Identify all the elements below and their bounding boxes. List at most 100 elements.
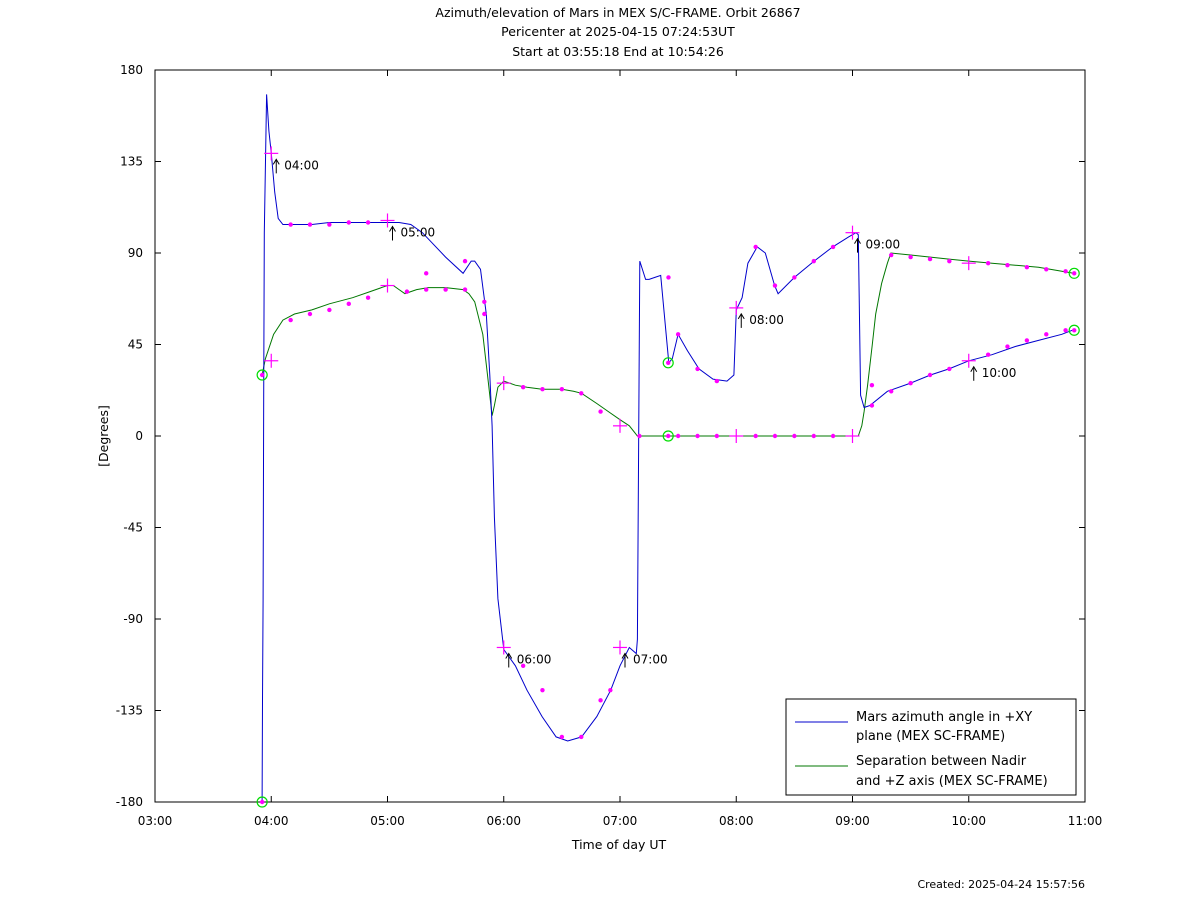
x-axis-label: Time of day UT — [571, 837, 667, 852]
chart-title-line-3: Start at 03:55:18 End at 10:54:26 — [512, 44, 724, 59]
azimuth-minor-marker — [714, 378, 720, 384]
hour-annotation: 09:00 — [866, 238, 901, 252]
y-tick-label: -45 — [123, 521, 143, 535]
separation-minor-marker — [540, 387, 545, 392]
azimuth-minor-marker — [1024, 338, 1030, 343]
separation-minor-marker — [927, 256, 933, 262]
hour-annotation: 08:00 — [749, 313, 784, 327]
plot-frame — [154, 69, 1086, 803]
separation-minor-marker — [346, 301, 351, 307]
separation-minor-marker — [443, 287, 448, 292]
azimuth-minor-marker — [666, 275, 671, 280]
separation-minor-marker — [598, 409, 603, 414]
azimuth-end-marker-dot — [1072, 328, 1077, 333]
chart-title-line-1: Azimuth/elevation of Mars in MEX S/C-FRA… — [435, 5, 800, 20]
hour-annotation: 10:00 — [982, 366, 1017, 380]
azimuth-minor-marker — [811, 258, 816, 264]
azimuth-minor-marker — [579, 734, 584, 740]
separation-minor-marker — [947, 258, 952, 264]
azimuth-minor-marker — [869, 403, 875, 408]
separation-minor-marker — [327, 307, 332, 313]
separation-end-marker-dot — [1072, 271, 1077, 276]
x-tick-label: 10:00 — [951, 814, 986, 828]
series-line-azimuth — [261, 94, 1073, 803]
created-timestamp: Created: 2025-04-24 15:57:56 — [917, 878, 1085, 891]
separation-minor-marker — [462, 287, 468, 292]
hour-annotation: 05:00 — [401, 225, 436, 239]
azimuth-pericenter-marker-dot — [666, 360, 671, 365]
azimuth-hour-marker — [961, 353, 976, 368]
legend-label-separation-line2: and +Z axis (MEX SC-FRAME) — [856, 774, 1048, 789]
azimuth-minor-marker — [772, 283, 778, 288]
separation-hour-marker — [613, 418, 627, 433]
y-tick-labels: 180 135 90 45 0 -45 -90 -135 -180 — [116, 63, 143, 809]
separation-minor-marker — [1063, 269, 1068, 274]
separation-minor-marker — [695, 433, 700, 439]
x-tick-label: 07:00 — [603, 814, 638, 828]
hour-annotations: 04:00 05:00 06:00 07:00 08:00 09:00 10:0… — [272, 158, 1017, 668]
annotation-arrowhead — [970, 365, 978, 373]
separation-minor-marker — [579, 391, 584, 396]
separation-minor-marker — [637, 433, 642, 439]
annotation-arrowhead — [854, 237, 861, 244]
separation-minor-marker — [288, 317, 293, 323]
separation-minor-marker — [830, 433, 836, 439]
legend-label-azimuth-line1: Mars azimuth angle in +XY — [856, 710, 1032, 725]
separation-minor-marker — [811, 433, 816, 439]
azimuth-minor-marker — [327, 222, 332, 227]
y-tick-label: -90 — [123, 612, 143, 626]
azimuth-minor-marker — [424, 271, 429, 276]
separation-hour-marker — [729, 429, 744, 443]
y-tick-label: 135 — [120, 155, 143, 169]
hour-annotation: 04:00 — [284, 158, 319, 172]
hour-annotation: 07:00 — [633, 652, 668, 666]
series-line-separation — [261, 252, 1074, 437]
y-tick-label: 45 — [128, 338, 143, 352]
azimuth-start-marker — [256, 796, 268, 808]
legend-box — [785, 698, 1077, 796]
x-tick-label: 11:00 — [1068, 814, 1103, 828]
separation-minor-marker — [307, 311, 313, 317]
azimuth-minor-marker — [608, 687, 613, 693]
separation-minor-marker — [404, 289, 410, 294]
azimuth-minor-marker — [927, 372, 933, 378]
azimuth-minor-marker — [1063, 328, 1068, 333]
y-tick-label: 0 — [135, 429, 143, 443]
azimuth-hour-marker — [729, 300, 744, 315]
separation-minor-marker — [520, 385, 526, 390]
separation-minor-marker — [1005, 263, 1010, 268]
azimuth-minor-marker — [830, 244, 836, 250]
azimuth-minor-marker — [482, 311, 487, 317]
azimuth-minor-marker — [792, 275, 797, 280]
legend-label-azimuth-line2: plane (MEX SC-FRAME) — [856, 729, 1005, 744]
annotation-arrowhead — [621, 652, 629, 659]
separation-minor-marker — [1024, 265, 1030, 270]
separation-start-marker — [256, 369, 268, 381]
y-tick-label: 90 — [128, 246, 143, 260]
azimuth-pericenter-marker — [662, 357, 674, 369]
separation-minor-marker — [482, 299, 487, 304]
azimuth-minor-marker — [985, 352, 991, 357]
azimuth-minor-marker — [462, 258, 468, 264]
x-tick-label: 03:00 — [138, 814, 173, 828]
separation-minor-marker — [792, 433, 797, 439]
annotation-arrowhead — [505, 652, 513, 659]
y-tick-label: -135 — [116, 704, 143, 718]
separation-minor-marker — [714, 433, 720, 439]
separation-hour-marker — [961, 256, 976, 271]
separation-minor-marker — [772, 433, 778, 439]
data-markers — [256, 146, 1080, 808]
separation-minor-marker — [753, 433, 758, 439]
azimuth-minor-marker — [559, 734, 565, 740]
azimuth-minor-marker — [947, 366, 952, 372]
azimuth-minor-marker — [540, 687, 545, 693]
y-tick-label: -180 — [116, 795, 143, 809]
separation-hour-marker — [380, 278, 395, 293]
y-tick-label: 180 — [120, 63, 143, 77]
separation-minor-marker — [908, 254, 913, 260]
separation-minor-marker — [869, 382, 875, 388]
legend: Mars azimuth angle in +XY plane (MEX SC-… — [785, 698, 1077, 796]
annotation-arrowhead — [272, 158, 280, 165]
azimuth-minor-marker — [1005, 344, 1010, 349]
